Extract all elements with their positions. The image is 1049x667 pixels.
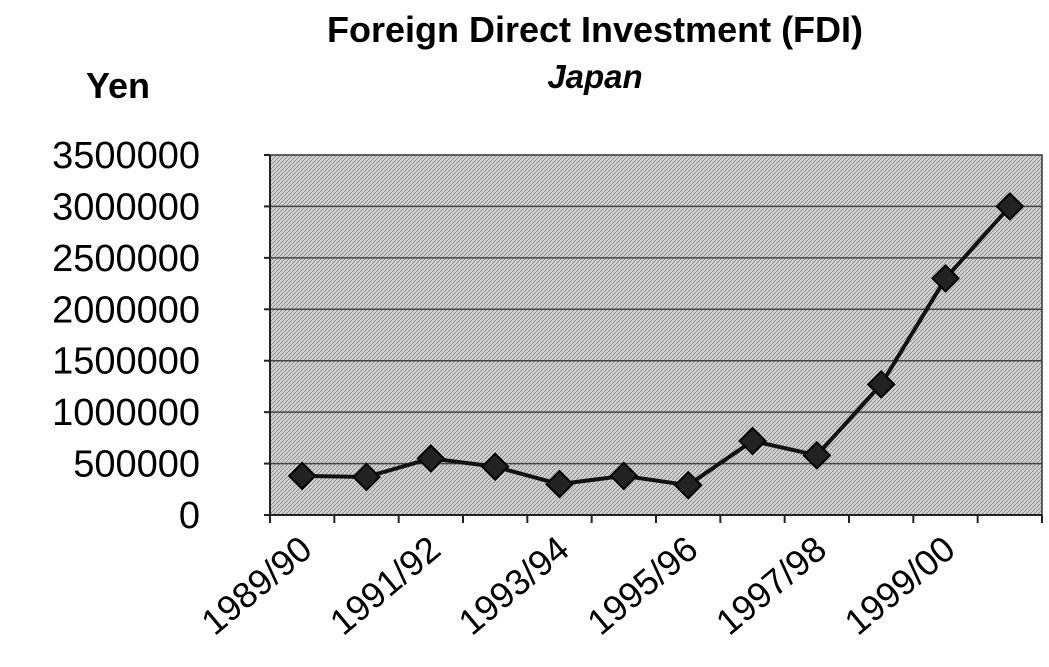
axes	[264, 154, 1043, 523]
y-tick-labels: 3500000 3000000 2500000 2000000 1500000 10000…	[52, 135, 200, 537]
x-tick-labels: 1989/90 1991/92 1993/94 1995/96 1997/98 1999/…	[193, 528, 962, 643]
x-tick-label: 1997/98	[708, 528, 834, 643]
data-point-marker	[673, 470, 703, 500]
data-point-marker	[416, 444, 446, 473]
x-tick-label: 1993/94	[451, 528, 577, 643]
gridlines	[270, 205, 1042, 465]
data-point-marker	[287, 461, 317, 491]
data-point-marker	[738, 426, 767, 456]
chart-subtitle: Japan	[547, 58, 642, 95]
data-point-marker	[480, 452, 510, 482]
data-point-marker	[545, 469, 574, 499]
chart-title: Foreign Direct Investment (FDI)	[327, 9, 863, 50]
y-tick-label: 500000	[73, 444, 200, 486]
y-tick-label: 3000000	[52, 186, 200, 228]
y-tick-label: 3500000	[52, 135, 200, 177]
plot-area	[269, 154, 1043, 516]
x-tick-label: 1989/90	[193, 528, 319, 643]
y-tick-label: 0	[179, 495, 200, 537]
data-point-marker	[609, 461, 639, 491]
x-tick-label: 1995/96	[579, 528, 705, 643]
series-fdi	[287, 192, 1025, 500]
y-axis-label: Yen	[86, 65, 150, 106]
x-tick-label: 1999/00	[837, 528, 963, 643]
x-tick-label: 1991/92	[322, 528, 448, 643]
y-tick-label: 1500000	[52, 341, 200, 383]
data-point-marker	[802, 440, 832, 470]
data-point-marker	[866, 369, 896, 399]
y-tick-label: 2000000	[52, 289, 200, 331]
data-point-marker	[352, 462, 381, 492]
data-point-marker	[995, 192, 1025, 221]
data-point-marker	[931, 264, 960, 293]
y-tick-label: 2500000	[52, 238, 200, 280]
y-tick-label: 1000000	[52, 392, 200, 434]
